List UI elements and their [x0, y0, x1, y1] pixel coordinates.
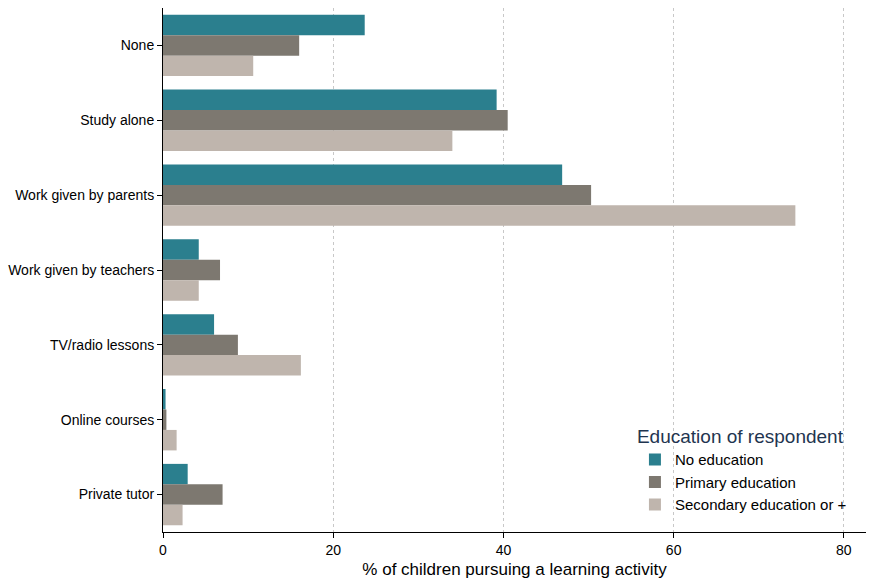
- svg-text:TV/radio lessons: TV/radio lessons: [50, 337, 154, 353]
- svg-text:0: 0: [159, 542, 167, 558]
- svg-text:None: None: [121, 37, 155, 53]
- svg-text:Education of respondent: Education of respondent: [637, 426, 844, 447]
- svg-text:Work given by parents: Work given by parents: [15, 187, 154, 203]
- svg-text:Private tutor: Private tutor: [79, 486, 155, 502]
- svg-text:Secondary education or +: Secondary education or +: [675, 496, 847, 513]
- svg-text:40: 40: [496, 542, 512, 558]
- svg-text:20: 20: [325, 542, 341, 558]
- svg-text:Online courses: Online courses: [61, 412, 154, 428]
- svg-text:Study alone: Study alone: [80, 112, 154, 128]
- svg-text:60: 60: [666, 542, 682, 558]
- svg-text:Work given by teachers: Work given by teachers: [8, 262, 154, 278]
- svg-text:No education: No education: [675, 451, 763, 468]
- svg-text:80: 80: [836, 542, 852, 558]
- svg-text:% of children pursuing a learn: % of children pursuing a learning activi…: [362, 560, 667, 579]
- svg-text:Primary education: Primary education: [675, 474, 796, 491]
